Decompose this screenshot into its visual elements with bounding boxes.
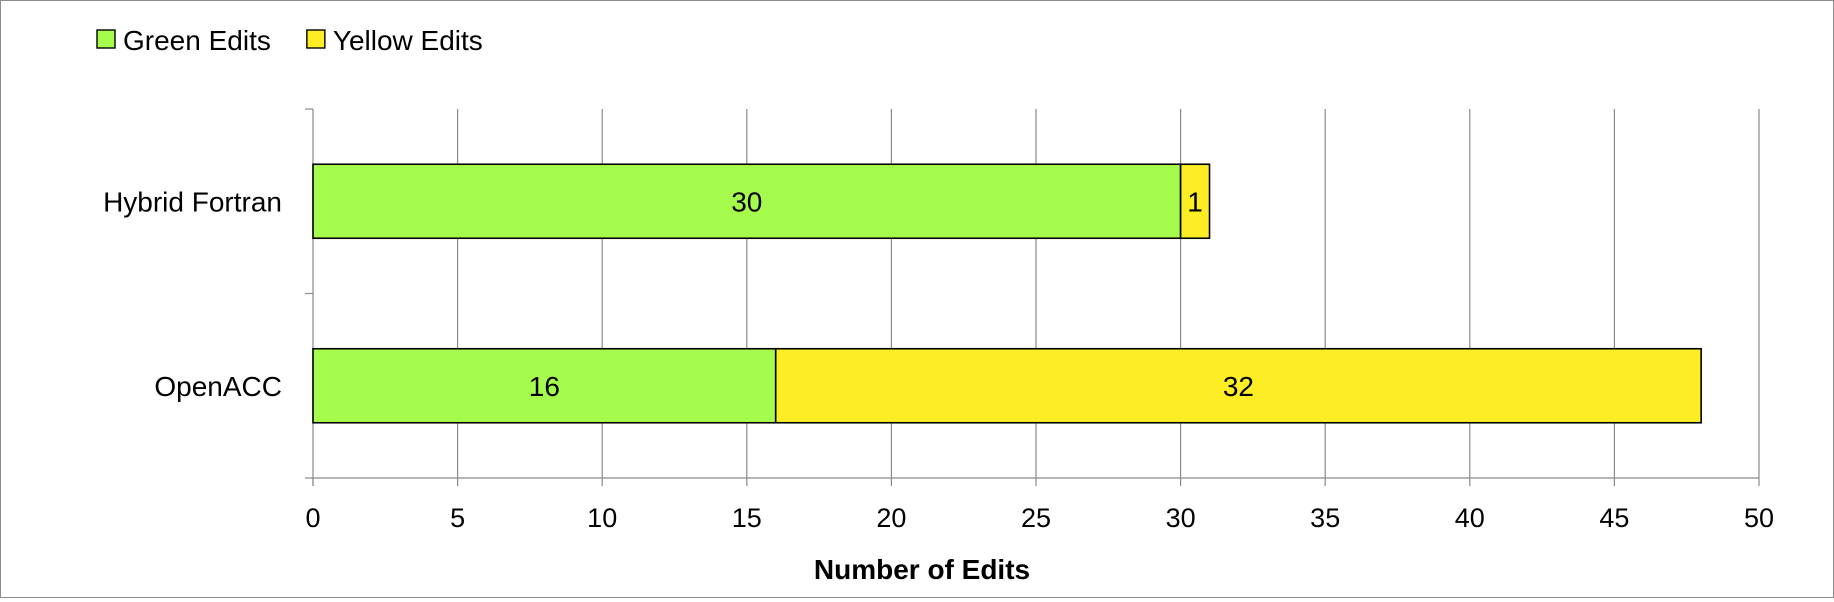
legend-label: Yellow Edits <box>333 25 483 56</box>
bar-value-label: 16 <box>529 371 560 402</box>
x-tick-label: 15 <box>732 503 762 533</box>
labels: Hybrid Fortran 30 1 OpenACC 16 32 <box>103 186 1254 402</box>
bar-green-edits <box>312 347 777 424</box>
x-tick-label: 30 <box>1166 503 1196 533</box>
x-tick-label: 20 <box>876 503 906 533</box>
bar-value-label: 1 <box>1187 186 1203 217</box>
x-tick-label: 40 <box>1455 503 1485 533</box>
bar-yellow-edits <box>774 347 1702 424</box>
x-tick-label: 5 <box>450 503 465 533</box>
legend-swatch <box>96 29 116 49</box>
bar-green-edits <box>312 163 1182 240</box>
legend-swatch <box>306 29 326 49</box>
y-category-label: OpenACC <box>154 371 282 402</box>
x-tick-label: 35 <box>1310 503 1340 533</box>
bars <box>312 163 1702 424</box>
axes: 0 5 10 15 20 25 30 35 40 45 50 <box>305 108 1774 533</box>
x-axis-title: Number of Edits <box>814 554 1030 585</box>
legend-label: Green Edits <box>123 25 271 56</box>
x-tick-label: 10 <box>587 503 617 533</box>
x-tick-label: 0 <box>305 503 320 533</box>
legend: Green Edits Yellow Edits <box>96 25 483 56</box>
x-tick-label: 25 <box>1021 503 1051 533</box>
x-tick-label: 45 <box>1599 503 1629 533</box>
x-tick-label: 50 <box>1744 503 1774 533</box>
y-category-label: Hybrid Fortran <box>103 186 282 217</box>
bar-value-label: 30 <box>731 186 762 217</box>
bar-yellow-edits <box>1179 163 1211 240</box>
bar-value-label: 32 <box>1223 371 1254 402</box>
